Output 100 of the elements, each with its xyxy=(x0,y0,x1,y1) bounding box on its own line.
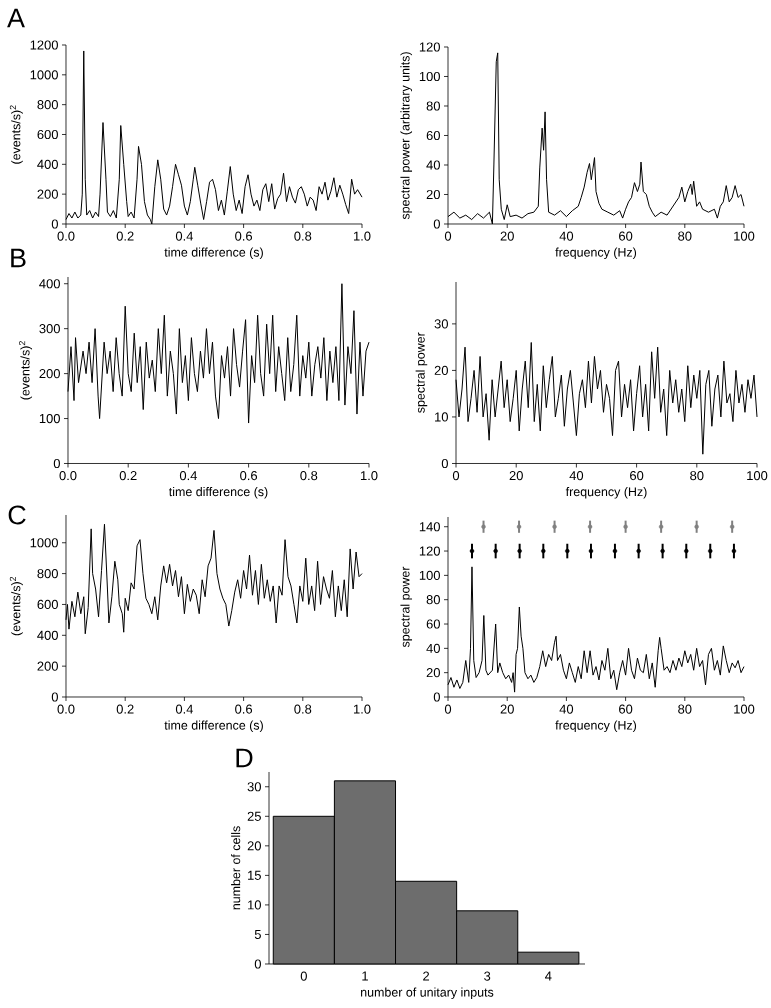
y-tick-label: 20 xyxy=(426,668,440,678)
y-axis-title: spectral power (arbitrary units) xyxy=(400,52,413,220)
text: D xyxy=(236,748,253,768)
y-tick-label: 30 xyxy=(434,319,448,329)
y-tick-label: 600 xyxy=(37,599,58,610)
x-tick-label: 100 xyxy=(747,471,768,481)
y-tick-label: 0 xyxy=(433,219,440,229)
x-axis-title: time difference (s) xyxy=(168,487,268,499)
text: B xyxy=(11,248,26,268)
x-tick-label: 0.8 xyxy=(294,231,312,241)
x-tick-label: 0.2 xyxy=(119,471,137,481)
y-tick-label: 200 xyxy=(37,189,58,199)
x-tick-label: 4 xyxy=(545,971,552,981)
y-tick-label: 10 xyxy=(435,412,448,422)
x-axis-title: frequency (Hz) xyxy=(555,720,637,733)
x-tick-label: 0.8 xyxy=(294,704,312,714)
y-tick-label: 80 xyxy=(426,595,440,605)
y-tick-label: 40 xyxy=(426,643,440,653)
x-tick-label: 0.6 xyxy=(235,231,253,241)
y-tick-label: 30 xyxy=(247,782,261,792)
x-tick-label: 20 xyxy=(509,471,523,481)
y-axis-title: (events/s)$^{2}$ xyxy=(9,105,23,164)
x-tick-label: 100 xyxy=(734,231,755,241)
x-tick-label: 80 xyxy=(678,231,692,241)
x-tick-label: 40 xyxy=(559,231,574,241)
x-tick-label: 0.8 xyxy=(300,471,318,481)
text: C xyxy=(8,505,26,525)
y-tick-label: 1200 xyxy=(30,40,58,50)
x-tick-label: 0.2 xyxy=(116,231,134,241)
y-tick-label: 0 xyxy=(441,458,448,469)
y-tick-label: 100 xyxy=(419,570,440,580)
x-axis-title: frequency (Hz) xyxy=(565,487,647,499)
x-tick-label: 2 xyxy=(423,971,430,981)
y-tick-label: 100 xyxy=(39,413,60,424)
x-tick-label: 80 xyxy=(690,471,704,481)
x-tick-label: 0.2 xyxy=(116,704,134,714)
y-tick-label: 5 xyxy=(254,929,261,939)
y-tick-label: 80 xyxy=(426,101,440,111)
y-tick-label: 800 xyxy=(37,569,58,579)
y-tick-label: 60 xyxy=(426,130,440,141)
x-tick-label: 0.4 xyxy=(175,704,194,714)
x-tick-label: 20 xyxy=(500,231,514,241)
y-tick-label: 200 xyxy=(39,369,60,379)
x-tick-label: 1.0 xyxy=(353,704,371,714)
y-tick-label: 25 xyxy=(247,811,261,821)
y-tick-label: 20 xyxy=(434,365,448,375)
y-axis-title: spectral power xyxy=(415,332,428,413)
x-axis-title: time difference (s) xyxy=(164,720,263,733)
x-tick-label: 3 xyxy=(484,971,491,981)
x-tick-label: 1 xyxy=(362,971,368,981)
y-tick-label: 0 xyxy=(51,692,58,702)
y-tick-label: 200 xyxy=(37,661,58,671)
y-tick-label: 400 xyxy=(39,279,60,289)
y-tick-label: 140 xyxy=(419,522,440,532)
x-tick-label: 60 xyxy=(619,231,633,241)
text: A xyxy=(7,8,25,28)
x-tick-label: 0.6 xyxy=(235,704,253,714)
x-tick-label: 0.0 xyxy=(57,231,75,241)
y-tick-label: 1000 xyxy=(30,70,58,80)
y-axis-title: number of cells xyxy=(231,826,241,910)
x-tick-label: 0.4 xyxy=(175,231,194,241)
x-tick-label: 80 xyxy=(678,704,692,714)
y-tick-label: 15 xyxy=(248,870,261,880)
y-axis-title: (events/s)$^{2}$ xyxy=(19,341,33,400)
y-tick-label: 20 xyxy=(247,841,261,851)
y-tick-label: 20 xyxy=(426,189,440,200)
y-tick-label: 120 xyxy=(419,546,440,556)
x-tick-label: 1.0 xyxy=(360,471,378,481)
y-tick-label: 0 xyxy=(433,692,440,702)
y-tick-label: 800 xyxy=(37,100,58,110)
x-tick-label: 20 xyxy=(500,704,514,714)
x-axis-title: number of unitary inputs xyxy=(361,987,494,1000)
y-tick-label: 300 xyxy=(39,324,60,334)
x-tick-label: 0.0 xyxy=(57,704,75,714)
y-tick-label: 400 xyxy=(37,159,58,169)
y-tick-label: 120 xyxy=(419,42,440,52)
x-axis-title: time difference (s) xyxy=(164,247,263,260)
x-tick-label: 40 xyxy=(559,704,574,714)
x-tick-label: 0 xyxy=(300,971,307,981)
x-axis-title: frequency (Hz) xyxy=(555,247,637,260)
x-tick-label: 0 xyxy=(452,471,460,481)
x-tick-label: 0.4 xyxy=(179,471,198,481)
y-tick-label: 400 xyxy=(37,630,58,640)
x-tick-label: 0.0 xyxy=(59,471,77,481)
y-tick-label: 60 xyxy=(426,619,440,629)
x-tick-label: 0.6 xyxy=(240,471,258,481)
y-tick-label: 600 xyxy=(37,129,58,140)
y-tick-label: 10 xyxy=(248,900,261,910)
y-tick-label: 0 xyxy=(254,959,261,969)
y-axis-title: (events/s)$^{2}$ xyxy=(9,576,23,636)
y-tick-label: 1000 xyxy=(30,538,58,548)
y-tick-label: 0 xyxy=(53,458,60,469)
y-axis-title: spectral power xyxy=(400,566,413,648)
x-tick-label: 40 xyxy=(569,471,584,481)
x-tick-label: 60 xyxy=(630,471,644,481)
x-tick-label: 60 xyxy=(619,704,633,714)
y-tick-label: 40 xyxy=(426,160,440,170)
x-tick-label: 100 xyxy=(734,704,755,714)
y-tick-label: 0 xyxy=(51,219,58,229)
y-tick-label: 100 xyxy=(419,71,440,82)
